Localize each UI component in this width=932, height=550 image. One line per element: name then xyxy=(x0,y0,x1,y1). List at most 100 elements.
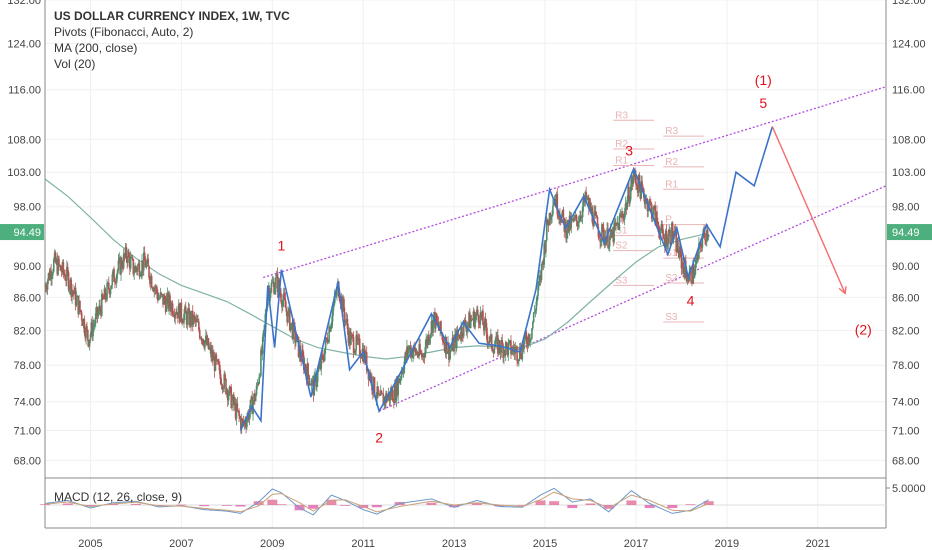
candle-body xyxy=(693,274,696,278)
candle-body xyxy=(418,344,420,356)
wave-label: 3 xyxy=(625,143,633,159)
candle-body xyxy=(134,266,136,273)
candle-body xyxy=(180,302,183,320)
candle-body xyxy=(486,333,489,343)
candle-body xyxy=(344,312,346,323)
candle-body xyxy=(229,386,232,388)
candle-body xyxy=(58,258,60,266)
candle-body xyxy=(186,312,189,325)
candle-body xyxy=(316,371,319,382)
candle-body xyxy=(411,348,413,358)
x-tick-label: 2019 xyxy=(715,538,739,550)
macd-histogram-bar xyxy=(235,505,246,507)
y-tick-label-left: 103.00 xyxy=(7,167,41,179)
candle-body xyxy=(365,352,368,372)
candle-body xyxy=(556,194,559,215)
candle-body xyxy=(308,374,310,385)
candle-body xyxy=(314,374,316,376)
y-tick-label-left: 90.00 xyxy=(13,261,41,273)
candle-body xyxy=(67,272,70,290)
candle-body xyxy=(237,410,240,412)
macd-histogram-bar xyxy=(62,503,73,505)
candle-body xyxy=(691,264,694,284)
candle-body xyxy=(679,246,682,254)
candle-body xyxy=(72,290,74,293)
candle-body xyxy=(443,343,446,352)
candle-body xyxy=(123,253,126,257)
candle-body xyxy=(623,211,626,220)
candle-body xyxy=(491,348,494,351)
candle-body xyxy=(615,222,617,227)
candle-body xyxy=(205,335,207,341)
candle-body xyxy=(445,336,448,354)
candle-body xyxy=(181,319,184,323)
candle-body xyxy=(376,386,379,399)
candle-body xyxy=(271,282,274,284)
y-tick-label-right: 98.00 xyxy=(892,202,920,214)
x-tick-label: 2009 xyxy=(260,538,284,550)
candle-body xyxy=(525,332,527,337)
candle-body xyxy=(405,352,407,358)
candle-body xyxy=(483,325,485,331)
candle-body xyxy=(322,355,324,361)
candle-body xyxy=(194,317,197,322)
candle-body xyxy=(79,300,81,311)
candle-body xyxy=(685,271,688,282)
candle-body xyxy=(287,310,289,323)
candle-body xyxy=(352,336,355,353)
candle-body xyxy=(573,216,575,222)
pivot-label: R3 xyxy=(665,126,678,137)
channel-line-lower xyxy=(378,185,887,412)
y-tick-label-left: 98.00 xyxy=(13,202,41,214)
candle-body xyxy=(409,345,412,356)
candle-body xyxy=(419,344,421,354)
candle-body xyxy=(589,202,592,212)
candle-body xyxy=(700,246,703,248)
candle-body xyxy=(197,321,199,323)
candle-body xyxy=(47,273,50,281)
candle-body xyxy=(145,262,148,268)
candle-body xyxy=(124,247,127,257)
candle-body xyxy=(476,309,479,316)
candle-body xyxy=(480,312,483,318)
candle-body xyxy=(552,202,555,206)
candle-body xyxy=(280,293,282,302)
candle-body xyxy=(592,222,594,227)
candle-body xyxy=(670,242,672,244)
candle-body xyxy=(607,228,609,248)
macd-pane: 5.0000 xyxy=(40,483,926,516)
candle-body xyxy=(450,348,453,351)
wave-labels: 1 2 3 4 (1) 5 (2) xyxy=(277,72,871,445)
candle-body xyxy=(256,383,259,386)
y-tick-label-right: 68.00 xyxy=(892,455,920,467)
candle-body xyxy=(569,215,572,229)
candle-body xyxy=(188,308,191,326)
candle-body xyxy=(657,224,660,234)
candle-body xyxy=(98,305,101,312)
candle-body xyxy=(355,335,358,351)
candle-body xyxy=(622,217,625,220)
candle-body xyxy=(512,346,515,351)
wave-label: 2 xyxy=(375,429,383,445)
candle-body xyxy=(80,310,82,313)
y-tick-label-left: 116.00 xyxy=(8,85,41,97)
candle-body xyxy=(447,342,449,352)
candle-body xyxy=(440,321,442,333)
pivot-label: S3 xyxy=(665,312,678,323)
y-tick-label-left: 78.00 xyxy=(13,360,41,372)
candle-body xyxy=(269,292,272,299)
candle-body xyxy=(598,236,601,238)
x-tick-label: 2015 xyxy=(533,538,557,550)
candle-body xyxy=(453,339,455,352)
candle-body xyxy=(537,284,539,296)
candle-body xyxy=(614,222,616,227)
candle-body xyxy=(510,340,512,355)
candle-body xyxy=(273,281,275,294)
candle-body xyxy=(624,203,627,212)
candle-body xyxy=(200,337,203,342)
candle-body xyxy=(246,418,248,427)
candle-body xyxy=(238,410,240,417)
candle-body xyxy=(276,273,279,292)
candle-body xyxy=(682,262,684,268)
candle-body xyxy=(574,215,577,218)
